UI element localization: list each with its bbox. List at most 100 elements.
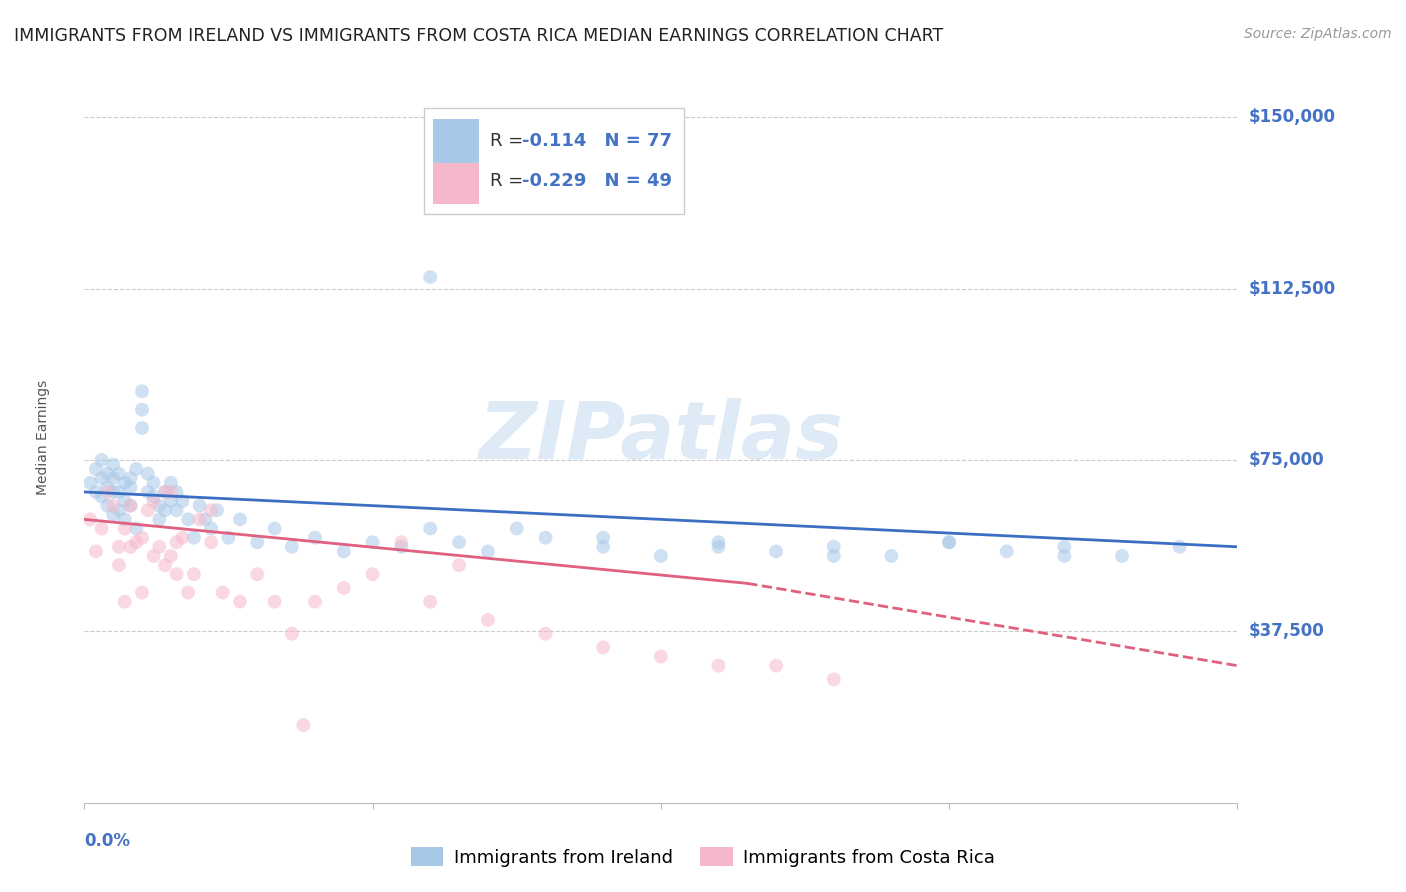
Point [333, 581, 356, 595]
Point [90, 490, 112, 504]
Point [823, 673, 845, 687]
Text: $37,500: $37,500 [1249, 623, 1324, 640]
Point [177, 585, 200, 599]
Text: Median Earnings: Median Earnings [35, 379, 49, 495]
Point [229, 594, 252, 608]
Point [84, 462, 107, 476]
Point [938, 535, 960, 549]
Point [136, 484, 159, 499]
Point [449, 535, 471, 549]
Point [90, 453, 112, 467]
Point [194, 512, 217, 526]
Legend: Immigrants from Ireland, Immigrants from Costa Rica: Immigrants from Ireland, Immigrants from… [404, 840, 1002, 874]
Point [120, 480, 142, 494]
Point [592, 531, 614, 545]
Point [172, 494, 194, 508]
Text: $112,500: $112,500 [1249, 279, 1336, 298]
Point [263, 594, 285, 608]
Point [292, 718, 315, 732]
Point [218, 531, 240, 545]
Point [205, 503, 228, 517]
Point [114, 594, 136, 608]
Point [177, 512, 200, 526]
Point [823, 549, 845, 563]
Point [200, 535, 222, 549]
Point [246, 535, 269, 549]
Point [166, 567, 188, 582]
FancyBboxPatch shape [425, 108, 683, 214]
Point [108, 484, 131, 499]
Bar [433, 119, 478, 163]
Point [148, 512, 170, 526]
Point [125, 521, 148, 535]
Point [166, 535, 188, 549]
Point [188, 499, 211, 513]
Point [1053, 549, 1076, 563]
Bar [433, 122, 478, 163]
Point [108, 503, 131, 517]
Point [281, 540, 304, 554]
Text: N = 77: N = 77 [592, 132, 672, 150]
Point [592, 640, 614, 655]
Point [142, 475, 165, 490]
Point [188, 512, 211, 526]
Point [172, 531, 194, 545]
Point [166, 484, 188, 499]
Point [707, 540, 730, 554]
Point [125, 462, 148, 476]
Point [114, 494, 136, 508]
Text: Source: ZipAtlas.com: Source: ZipAtlas.com [1244, 27, 1392, 41]
Point [84, 484, 107, 499]
Point [84, 544, 107, 558]
Point [592, 540, 614, 554]
Point [120, 540, 142, 554]
Point [96, 484, 118, 499]
Point [153, 484, 176, 499]
Text: IMMIGRANTS FROM IRELAND VS IMMIGRANTS FROM COSTA RICA MEDIAN EARNINGS CORRELATIO: IMMIGRANTS FROM IRELAND VS IMMIGRANTS FR… [14, 27, 943, 45]
Point [333, 544, 356, 558]
Point [131, 402, 153, 417]
Point [79, 475, 101, 490]
Point [246, 567, 269, 582]
Point [148, 499, 170, 513]
Point [79, 512, 101, 526]
Point [200, 521, 222, 535]
Point [361, 535, 384, 549]
Point [108, 467, 131, 481]
Point [304, 531, 326, 545]
Point [142, 490, 165, 504]
Point [650, 549, 672, 563]
Point [534, 626, 557, 640]
Point [534, 531, 557, 545]
Point [211, 585, 233, 599]
Point [120, 499, 142, 513]
Text: ZIPatlas: ZIPatlas [478, 398, 844, 476]
Point [131, 585, 153, 599]
Point [148, 540, 170, 554]
Text: $150,000: $150,000 [1249, 108, 1336, 126]
Point [114, 521, 136, 535]
Point [391, 535, 413, 549]
Text: R =: R = [491, 132, 534, 150]
Point [142, 549, 165, 563]
Text: $75,000: $75,000 [1249, 451, 1324, 469]
Point [103, 471, 124, 485]
Point [120, 471, 142, 485]
Bar [433, 159, 478, 203]
Point [880, 549, 903, 563]
Point [765, 544, 787, 558]
Point [765, 658, 787, 673]
Point [304, 594, 326, 608]
Point [96, 499, 118, 513]
Point [995, 544, 1018, 558]
Point [153, 503, 176, 517]
Point [477, 544, 499, 558]
Point [419, 270, 441, 285]
Point [650, 649, 672, 664]
Point [707, 658, 730, 673]
Text: N = 49: N = 49 [592, 172, 672, 190]
Text: -0.114: -0.114 [523, 132, 586, 150]
Point [200, 503, 222, 517]
Point [391, 540, 413, 554]
Point [419, 594, 441, 608]
